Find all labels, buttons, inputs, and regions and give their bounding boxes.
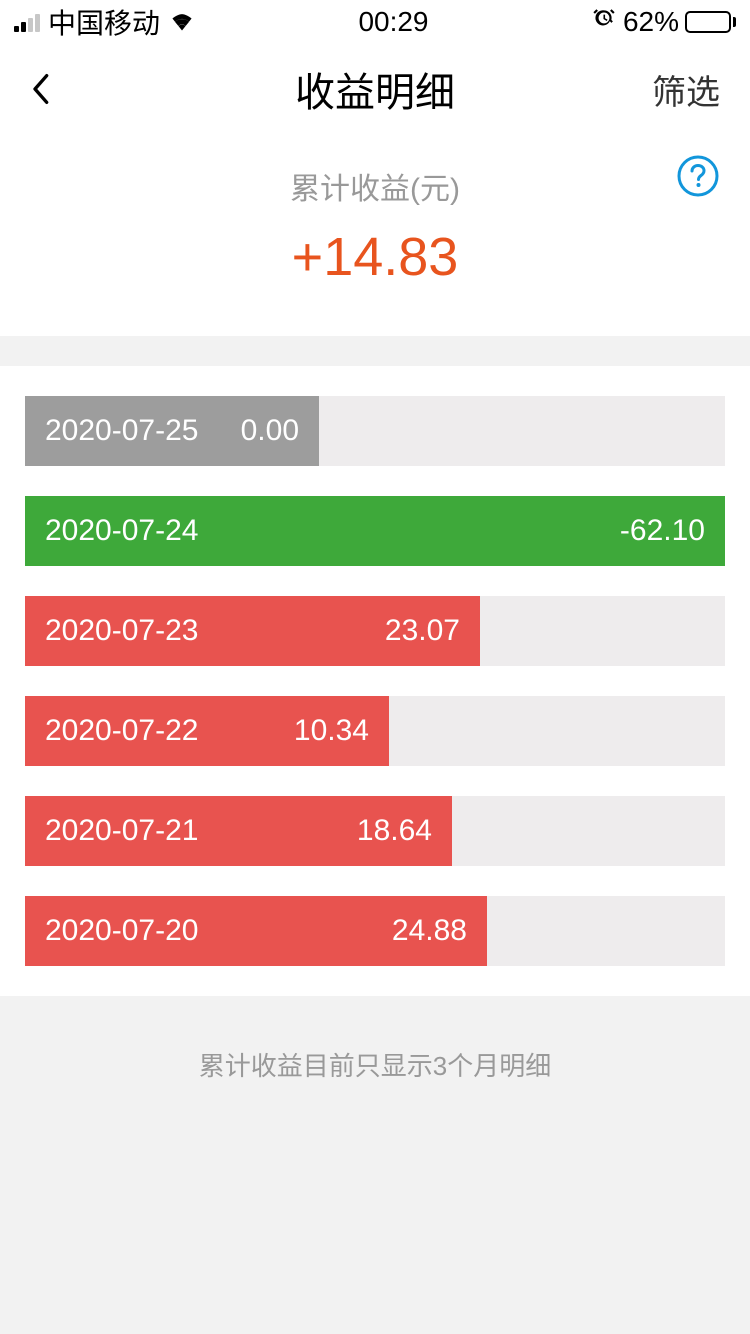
row-track: 2020-07-21 18.64 [25, 796, 725, 866]
earnings-row[interactable]: 2020-07-22 10.34 [25, 666, 725, 766]
row-track: 2020-07-23 23.07 [25, 596, 725, 666]
filter-button[interactable]: 筛选 [652, 65, 720, 114]
row-date: 2020-07-25 [45, 414, 198, 448]
row-bar: 2020-07-23 23.07 [25, 596, 480, 666]
row-bar: 2020-07-20 24.88 [25, 896, 487, 966]
row-bar: 2020-07-22 10.34 [25, 696, 389, 766]
row-value: 23.07 [385, 614, 460, 648]
row-date: 2020-07-23 [45, 614, 198, 648]
battery-pct: 62% [623, 6, 679, 38]
row-track: 2020-07-22 10.34 [25, 696, 725, 766]
section-divider [0, 336, 750, 366]
earnings-row[interactable]: 2020-07-20 24.88 [25, 866, 725, 966]
summary-label: 累计收益(元) [0, 164, 750, 208]
alarm-icon [591, 6, 617, 39]
row-bar: 2020-07-21 18.64 [25, 796, 452, 866]
nav-bar: 收益明细 筛选 [0, 44, 750, 134]
earnings-list: 2020-07-25 0.00 2020-07-24 -62.10 2020-07-23… [0, 366, 750, 996]
row-track: 2020-07-24 -62.10 [25, 496, 725, 566]
row-date: 2020-07-24 [45, 514, 198, 548]
row-date: 2020-07-21 [45, 814, 198, 848]
earnings-row[interactable]: 2020-07-21 18.64 [25, 766, 725, 866]
clock: 00:29 [358, 6, 428, 38]
row-track: 2020-07-25 0.00 [25, 396, 725, 466]
footer-note: 累计收益目前只显示3个月明细 [0, 996, 750, 1133]
status-right: 62% [591, 6, 736, 39]
row-track: 2020-07-20 24.88 [25, 896, 725, 966]
wifi-icon [168, 6, 196, 38]
help-icon[interactable] [676, 154, 720, 198]
summary-value: +14.83 [0, 226, 750, 288]
earnings-row[interactable]: 2020-07-25 0.00 [25, 366, 725, 466]
row-value: -62.10 [620, 514, 705, 548]
row-date: 2020-07-22 [45, 714, 198, 748]
row-value: 24.88 [392, 914, 467, 948]
row-value: 0.00 [241, 414, 299, 448]
summary-panel: 累计收益(元) +14.83 [0, 134, 750, 336]
earnings-row[interactable]: 2020-07-23 23.07 [25, 566, 725, 666]
row-value: 18.64 [357, 814, 432, 848]
row-bar: 2020-07-25 0.00 [25, 396, 319, 466]
carrier-label: 中国移动 [48, 2, 160, 42]
battery-icon [685, 11, 736, 33]
signal-icon [14, 12, 40, 32]
status-left: 中国移动 [14, 2, 196, 42]
back-button[interactable] [30, 69, 70, 109]
row-bar: 2020-07-24 -62.10 [25, 496, 725, 566]
row-date: 2020-07-20 [45, 914, 198, 948]
status-bar: 中国移动 00:29 62% [0, 0, 750, 44]
page-title: 收益明细 [295, 60, 455, 118]
row-value: 10.34 [294, 714, 369, 748]
earnings-row[interactable]: 2020-07-24 -62.10 [25, 466, 725, 566]
